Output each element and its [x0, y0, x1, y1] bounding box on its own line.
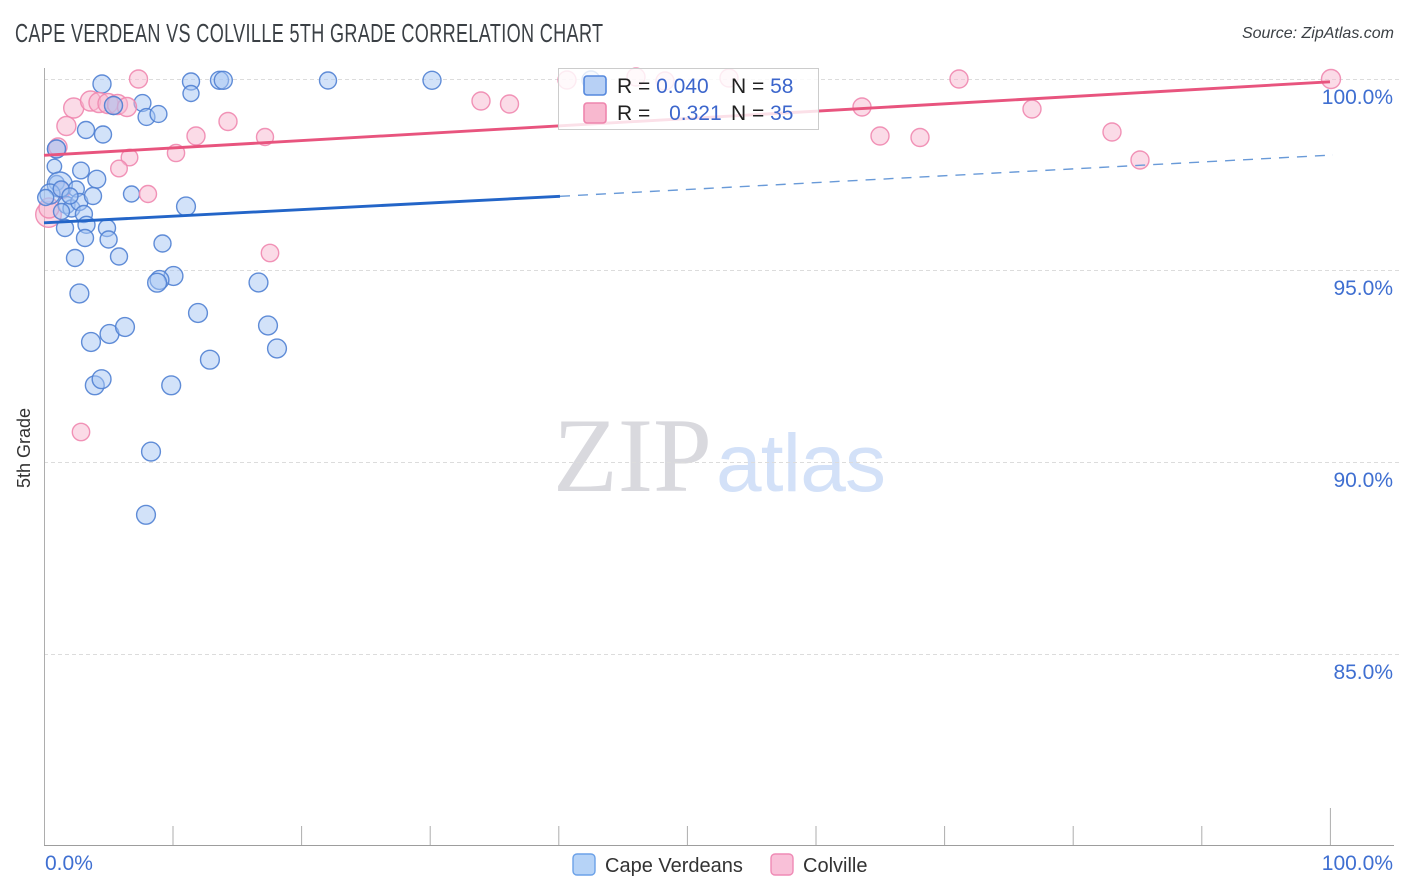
svg-text:atlas: atlas — [716, 418, 885, 509]
svg-text:5th Grade: 5th Grade — [14, 408, 34, 488]
svg-text:90.0%: 90.0% — [1333, 469, 1393, 492]
svg-text:N = 58: N = 58 — [731, 75, 793, 98]
svg-text:95.0%: 95.0% — [1333, 277, 1393, 300]
svg-text:0.0%: 0.0% — [45, 852, 93, 875]
svg-text:100.0%: 100.0% — [1322, 852, 1393, 875]
svg-text:Colville: Colville — [803, 855, 867, 877]
svg-text:100.0%: 100.0% — [1322, 86, 1393, 109]
svg-text:R = 0.321: R = 0.321 — [617, 102, 722, 125]
svg-text:ZIP: ZIP — [553, 397, 712, 514]
svg-text:85.0%: 85.0% — [1333, 661, 1393, 684]
svg-text:R = 0.040: R = 0.040 — [617, 75, 709, 98]
svg-text:Cape Verdeans: Cape Verdeans — [605, 855, 743, 877]
svg-text:N = 35: N = 35 — [731, 102, 793, 125]
